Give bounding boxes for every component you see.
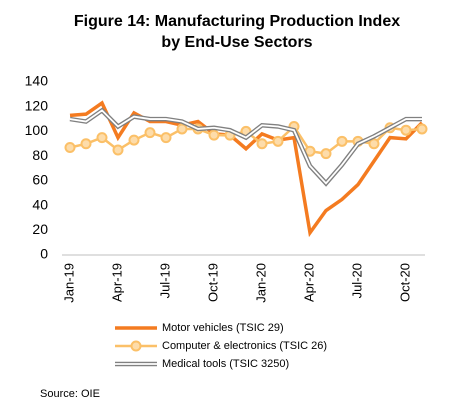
point [160,132,172,144]
point [144,127,156,139]
point [256,138,268,150]
point [96,132,108,144]
point [416,123,428,135]
point [112,144,124,156]
point [208,129,220,141]
point [272,135,284,147]
x-tick-label: Oct-19 [205,263,220,302]
x-tick-label: Apr-19 [109,263,124,302]
x-tick-label: Jul-19 [157,263,172,298]
point [176,123,188,135]
y-tick-label: 140 [25,73,49,89]
point [64,141,76,153]
x-tick-label: Jul-20 [349,263,364,298]
y-tick-label: 60 [32,172,48,188]
point [320,148,332,160]
legend-marker [130,340,142,352]
point [400,124,412,136]
y-tick-label: 40 [32,196,48,212]
source-note: Source: OIE [40,388,100,400]
legend-label: Computer & electronics (TSIC 26) [162,340,327,352]
legend-label: Medical tools (TSIC 3250) [162,358,289,370]
y-tick-label: 80 [32,147,48,163]
x-tick-label: Apr-20 [301,263,316,302]
y-tick-label: 100 [25,122,49,138]
series-line-inner [69,109,422,185]
point [336,135,348,147]
x-tick-label: Jan-20 [253,263,268,303]
point [80,138,92,150]
x-tick-label: Jan-19 [61,263,76,303]
chart-title: by End-Use Sectors [161,34,312,51]
y-tick-label: 120 [25,97,49,113]
chart-title: Figure 14: Manufacturing Production Inde… [74,13,400,30]
y-tick-label: 0 [40,246,48,262]
x-tick-label: Oct-20 [397,263,412,302]
y-tick-label: 20 [32,221,48,237]
legend-label: Motor vehicles (TSIC 29) [162,322,284,334]
point [128,134,140,146]
point [368,138,380,150]
